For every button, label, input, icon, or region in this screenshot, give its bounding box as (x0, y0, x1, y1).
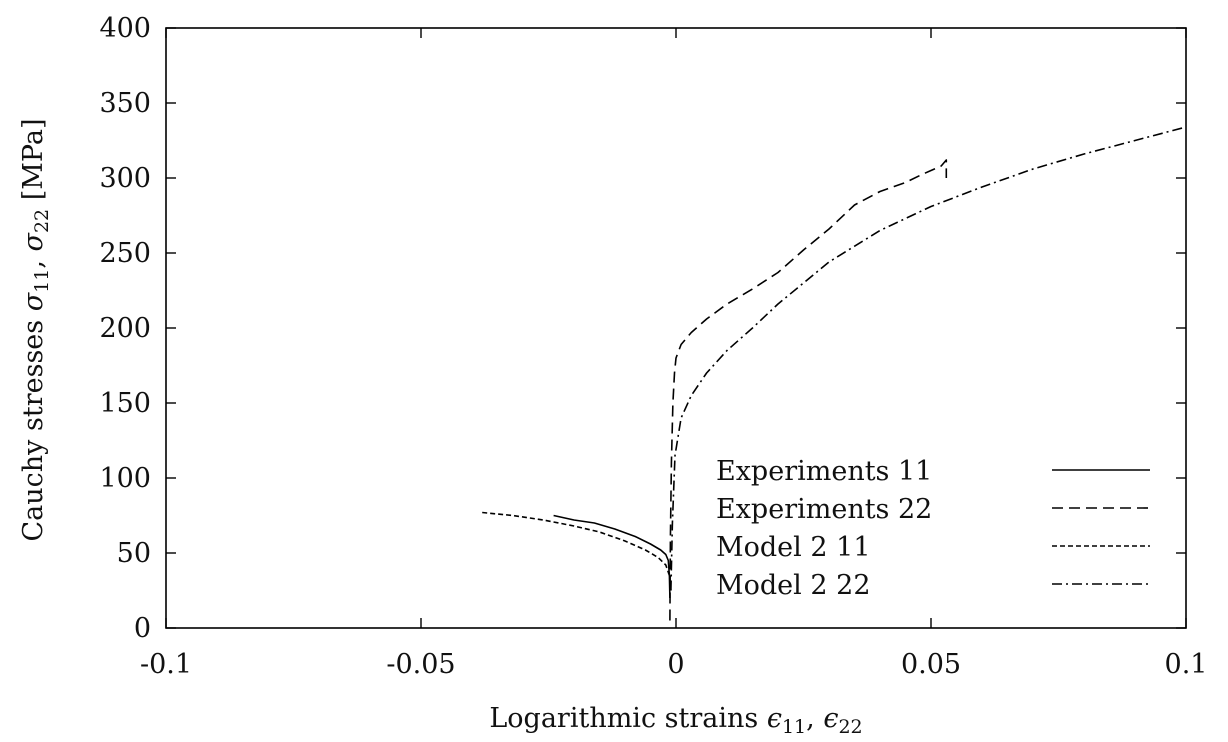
y-tick-label: 150 (99, 388, 151, 419)
x-tick-label: 0 (667, 649, 684, 680)
axis-ticks (165, 27, 1187, 629)
x-tick-label: -0.1 (140, 649, 192, 680)
legend-label-experiments-11: Experiments 11 (716, 456, 932, 487)
legend-label-model-2-11: Model 2 11 (716, 532, 871, 563)
series-line-experiments-11 (553, 514, 671, 599)
y-tick-label: 0 (134, 613, 151, 644)
y-tick-label: 350 (99, 88, 151, 119)
series-line-model-2-22 (670, 126, 1187, 591)
x-tick-label: -0.05 (386, 649, 455, 680)
legend-label-experiments-22: Experiments 22 (716, 494, 932, 525)
x-axis-label: Logarithmic strains ϵ11, ϵ22 (489, 703, 862, 738)
y-axis-label: Cauchy stresses σ11, σ22 [MPa] (18, 119, 53, 542)
series-line-model-2-11 (482, 511, 672, 591)
series-layer (482, 126, 1187, 621)
y-tick-label: 50 (117, 538, 151, 569)
series-line-experiments-22 (669, 159, 948, 621)
y-tick-label: 250 (99, 238, 151, 269)
y-tick-label: 100 (99, 463, 151, 494)
y-tick-label: 300 (99, 163, 151, 194)
legend: Experiments 11 Experiments 22 Model 2 11… (716, 456, 1150, 601)
tick-labels: -0.1 -0.05 0 0.05 0.1 0 50 100 150 200 250 300 350 40… (99, 13, 1207, 680)
x-tick-label: 0.05 (901, 649, 961, 680)
y-tick-label: 200 (99, 313, 151, 344)
y-tick-label: 400 (99, 13, 151, 44)
x-tick-label: 0.1 (1165, 649, 1208, 680)
plot-frame (165, 27, 1187, 629)
legend-label-model-2-22: Model 2 22 (716, 570, 871, 601)
